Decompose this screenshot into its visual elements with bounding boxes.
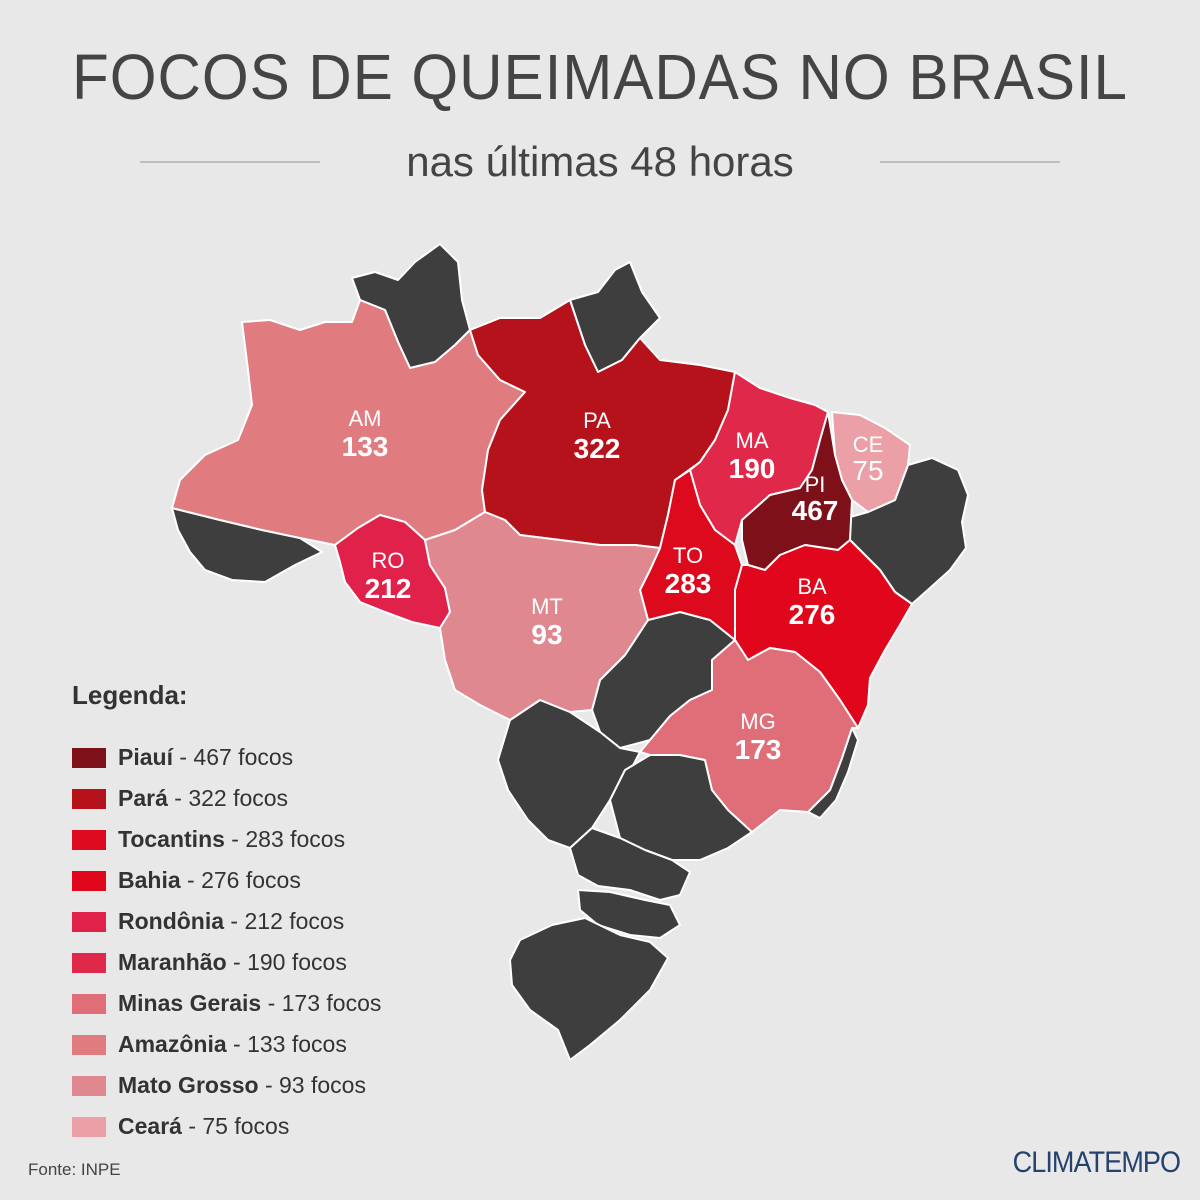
label-ce-count: 75 xyxy=(852,455,883,486)
legend-label: Ceará - 75 focos xyxy=(118,1113,289,1140)
state-labels: AM 133 PA 322 MA 190 CE 75 PI 467 RO 212… xyxy=(342,406,884,765)
legend-state-name: Maranhão xyxy=(118,949,227,975)
label-ma-count: 190 xyxy=(729,453,776,484)
label-mg-count: 173 xyxy=(735,734,782,765)
state-mg xyxy=(639,639,859,833)
subtitle-rule-right xyxy=(880,161,1060,163)
label-mt-count: 93 xyxy=(531,619,562,650)
legend-item: Minas Gerais - 173 focos xyxy=(72,983,492,1024)
legend-swatch xyxy=(72,747,106,768)
highlighted-states xyxy=(171,299,913,833)
legend-state-name: Ceará xyxy=(118,1113,182,1139)
label-to-code: TO xyxy=(673,543,703,568)
legend-swatch xyxy=(72,1034,106,1055)
legend-swatch xyxy=(72,788,106,809)
legend-count: - 467 focos xyxy=(172,744,294,770)
legend-item: Rondônia - 212 focos xyxy=(72,901,492,942)
page-subtitle: nas últimas 48 horas xyxy=(406,138,794,185)
legend-count: - 75 focos xyxy=(181,1113,290,1139)
state-pr xyxy=(569,827,691,901)
label-mt-code: MT xyxy=(531,594,563,619)
legend: Legenda: Piauí - 467 focos Pará - 322 foc… xyxy=(72,680,492,1147)
legend-count: - 276 focos xyxy=(180,867,301,893)
legend-swatch xyxy=(72,870,106,891)
legend-state-name: Minas Gerais xyxy=(118,990,262,1016)
page-title: FOCOS DE QUEIMADAS NO BRASIL xyxy=(72,41,1128,113)
source-credit: Fonte: INPE xyxy=(28,1160,121,1179)
legend-item: Amazônia - 133 focos xyxy=(72,1024,492,1065)
legend-swatch xyxy=(72,1075,106,1096)
legend-state-name: Tocantins xyxy=(118,826,225,852)
legend-item: Tocantins - 283 focos xyxy=(72,819,492,860)
legend-swatch xyxy=(72,952,106,973)
label-pa-code: PA xyxy=(583,408,611,433)
legend-item: Piauí - 467 focos xyxy=(72,737,492,778)
legend-state-name: Pará xyxy=(118,785,168,811)
subtitle-rule-left xyxy=(140,161,320,163)
legend-label: Piauí - 467 focos xyxy=(118,744,293,771)
state-mt xyxy=(424,511,661,721)
label-ce-code: CE xyxy=(853,432,884,457)
legend-state-name: Piauí xyxy=(118,744,173,770)
legend-label: Pará - 322 focos xyxy=(118,785,288,812)
legend-count: - 133 focos xyxy=(226,1031,347,1057)
label-am-code: AM xyxy=(349,406,382,431)
legend-label: Tocantins - 283 focos xyxy=(118,826,345,853)
legend-swatch xyxy=(72,911,106,932)
legend-item: Pará - 322 focos xyxy=(72,778,492,819)
legend-count: - 173 focos xyxy=(261,990,382,1016)
legend-swatch xyxy=(72,1116,106,1137)
label-ma-code: MA xyxy=(736,428,769,453)
legend-list: Piauí - 467 focos Pará - 322 focos Tocanti… xyxy=(72,737,492,1147)
label-pa-count: 322 xyxy=(574,433,621,464)
brand-logo: CLIMATEMPO xyxy=(1012,1146,1180,1179)
legend-item: Ceará - 75 focos xyxy=(72,1106,492,1147)
legend-state-name: Rondônia xyxy=(118,908,225,934)
label-pi-count: 467 xyxy=(792,495,839,526)
legend-swatch xyxy=(72,993,106,1014)
legend-item: Bahia - 276 focos xyxy=(72,860,492,901)
state-rs xyxy=(509,917,669,1061)
legend-label: Mato Grosso - 93 focos xyxy=(118,1072,366,1099)
legend-count: - 322 focos xyxy=(167,785,289,811)
legend-label: Amazônia - 133 focos xyxy=(118,1031,347,1058)
label-ba-code: BA xyxy=(797,574,827,599)
label-pi-code: PI xyxy=(805,472,826,497)
legend-count: - 93 focos xyxy=(258,1072,366,1098)
label-am-count: 133 xyxy=(342,431,389,462)
legend-count: - 283 focos xyxy=(224,826,346,852)
legend-swatch xyxy=(72,829,106,850)
label-ro-code: RO xyxy=(372,548,405,573)
legend-label: Minas Gerais - 173 focos xyxy=(118,990,381,1017)
label-mg-code: MG xyxy=(740,709,775,734)
legend-title: Legenda: xyxy=(72,680,188,710)
legend-state-name: Amazônia xyxy=(118,1031,227,1057)
legend-label: Rondônia - 212 focos xyxy=(118,908,344,935)
legend-label: Maranhão - 190 focos xyxy=(118,949,347,976)
legend-label: Bahia - 276 focos xyxy=(118,867,301,894)
legend-state-name: Mato Grosso xyxy=(118,1072,259,1098)
legend-item: Maranhão - 190 focos xyxy=(72,942,492,983)
legend-count: - 190 focos xyxy=(226,949,347,975)
label-ro-count: 212 xyxy=(365,573,412,604)
subtitle-row: nas últimas 48 horas xyxy=(0,138,1200,188)
legend-state-name: Bahia xyxy=(118,867,181,893)
label-to-count: 283 xyxy=(665,568,712,599)
label-ba-count: 276 xyxy=(789,599,836,630)
legend-count: - 212 focos xyxy=(224,908,345,934)
legend-item: Mato Grosso - 93 focos xyxy=(72,1065,492,1106)
